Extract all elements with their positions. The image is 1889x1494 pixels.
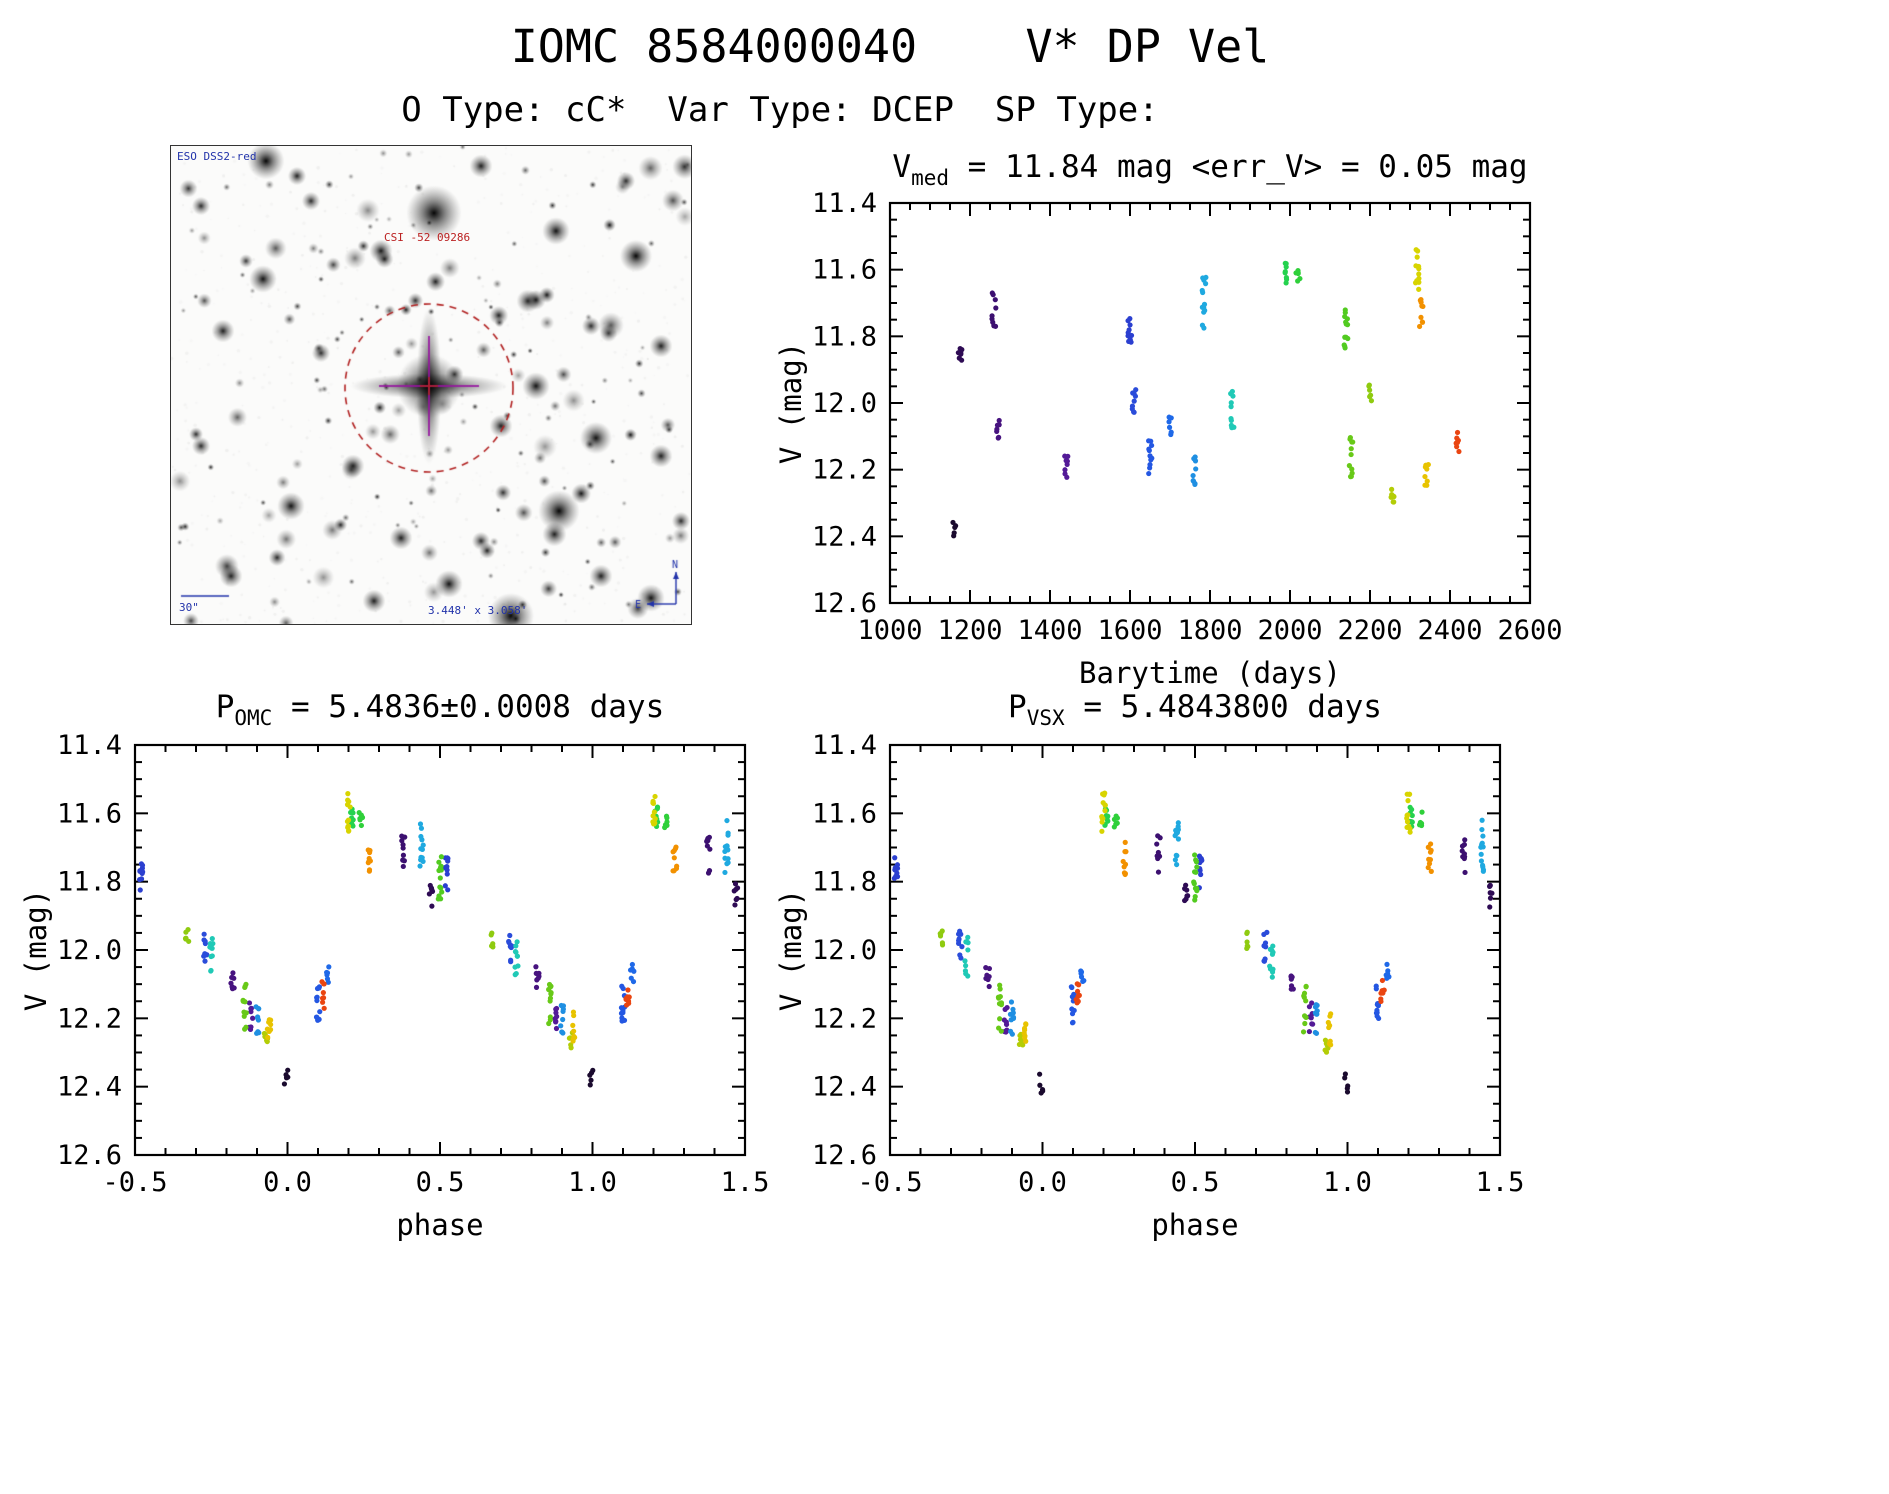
x-tick-label: -0.5 (102, 1167, 167, 1198)
plot-title: Vmed = 11.84 mag <err_V> = 0.05 mag (892, 149, 1527, 190)
x-tick-label: 1200 (937, 615, 1002, 646)
y-tick-label: 11.4 (812, 730, 877, 761)
axis-box (888, 201, 1532, 605)
phase-plot-vsx: PVSX = 5.4843800 days -0.5 0.0 0.5 1.0 1.5 11.… (775, 689, 1525, 1242)
x-axis-label: phase (396, 1208, 483, 1242)
x-tick-label: 1.5 (721, 1167, 770, 1198)
finder-chart-image (170, 145, 692, 625)
y-tick-label: 12.2 (57, 1003, 122, 1034)
x-tick-label: 1600 (1097, 615, 1162, 646)
y-tick-label: 12.6 (57, 1140, 122, 1171)
y-tick-label: 12.4 (57, 1072, 122, 1103)
page-title: IOMC 8584000040 V* DP Vel (510, 20, 1270, 73)
x-tick-label: 1.5 (1476, 1167, 1525, 1198)
x-tick-label: -0.5 (857, 1167, 922, 1198)
axis-ticks (135, 745, 745, 1155)
x-tick-label: 1800 (1177, 615, 1242, 646)
x-tick-label: 2000 (1257, 615, 1322, 646)
y-tick-label: 11.4 (57, 730, 122, 761)
x-tick-label: 0.5 (1171, 1167, 1220, 1198)
y-tick-label: 12.4 (812, 521, 877, 552)
x-tick-label: 2400 (1417, 615, 1482, 646)
data-points (950, 247, 1462, 539)
y-tick-label: 12.0 (812, 388, 877, 419)
x-tick-label: 1400 (1017, 615, 1082, 646)
y-tick-label: 11.4 (812, 188, 877, 219)
y-tick-label: 11.8 (812, 321, 877, 352)
plot-title: PVSX = 5.4843800 days (1008, 689, 1382, 730)
y-tick-label: 12.0 (812, 935, 877, 966)
finder-chart: ESO DSS2-red CSI -52 09286 30" 3.448' x … (170, 145, 692, 625)
x-tick-label: 0.0 (1018, 1167, 1067, 1198)
y-tick-label: 11.8 (812, 867, 877, 898)
x-axis-label: phase (1151, 1208, 1238, 1242)
phase-plot-omc: POMC = 5.4836±0.0008 days -0.5 0.0 0.5 1.0 1.… (20, 689, 770, 1242)
x-tick-label: 1.0 (568, 1167, 617, 1198)
x-axis-label: Barytime (days) (1079, 656, 1341, 690)
y-tick-label: 11.6 (812, 798, 877, 829)
x-tick-label: 1.0 (1323, 1167, 1372, 1198)
axis-ticks (890, 203, 1530, 603)
y-tick-label: 12.4 (812, 1072, 877, 1103)
finder-fov-label: 3.448' x 3.058' (428, 604, 528, 617)
finder-target-label: CSI -52 09286 (384, 231, 471, 244)
plot-title: POMC = 5.4836±0.0008 days (216, 689, 665, 730)
y-tick-label: 12.2 (812, 455, 877, 486)
y-tick-label: 12.6 (812, 588, 877, 619)
axis-box (133, 743, 747, 1157)
y-axis-label: V (mag) (775, 342, 808, 464)
data-points (137, 791, 741, 1088)
axis-ticks (890, 745, 1500, 1155)
x-tick-label: 2200 (1337, 615, 1402, 646)
y-tick-label: 11.8 (57, 867, 122, 898)
y-tick-label: 11.6 (57, 798, 122, 829)
x-tick-label: 2600 (1497, 615, 1562, 646)
x-tick-label: 0.0 (263, 1167, 312, 1198)
y-axis-label: V (mag) (20, 889, 53, 1011)
finder-survey-label: ESO DSS2-red (177, 150, 257, 163)
y-tick-label: 12.6 (812, 1140, 877, 1171)
finder-scale-label: 30" (179, 601, 199, 614)
page-subtitle: O Type: cC* Var Type: DCEP SP Type: (401, 90, 1159, 130)
y-tick-label: 12.2 (812, 1003, 877, 1034)
y-tick-label: 11.6 (812, 255, 877, 286)
x-tick-label: 0.5 (416, 1167, 465, 1198)
y-tick-label: 12.0 (57, 935, 122, 966)
data-points (891, 790, 1495, 1096)
x-tick-label: 1000 (857, 615, 922, 646)
y-axis-label: V (mag) (775, 889, 808, 1011)
